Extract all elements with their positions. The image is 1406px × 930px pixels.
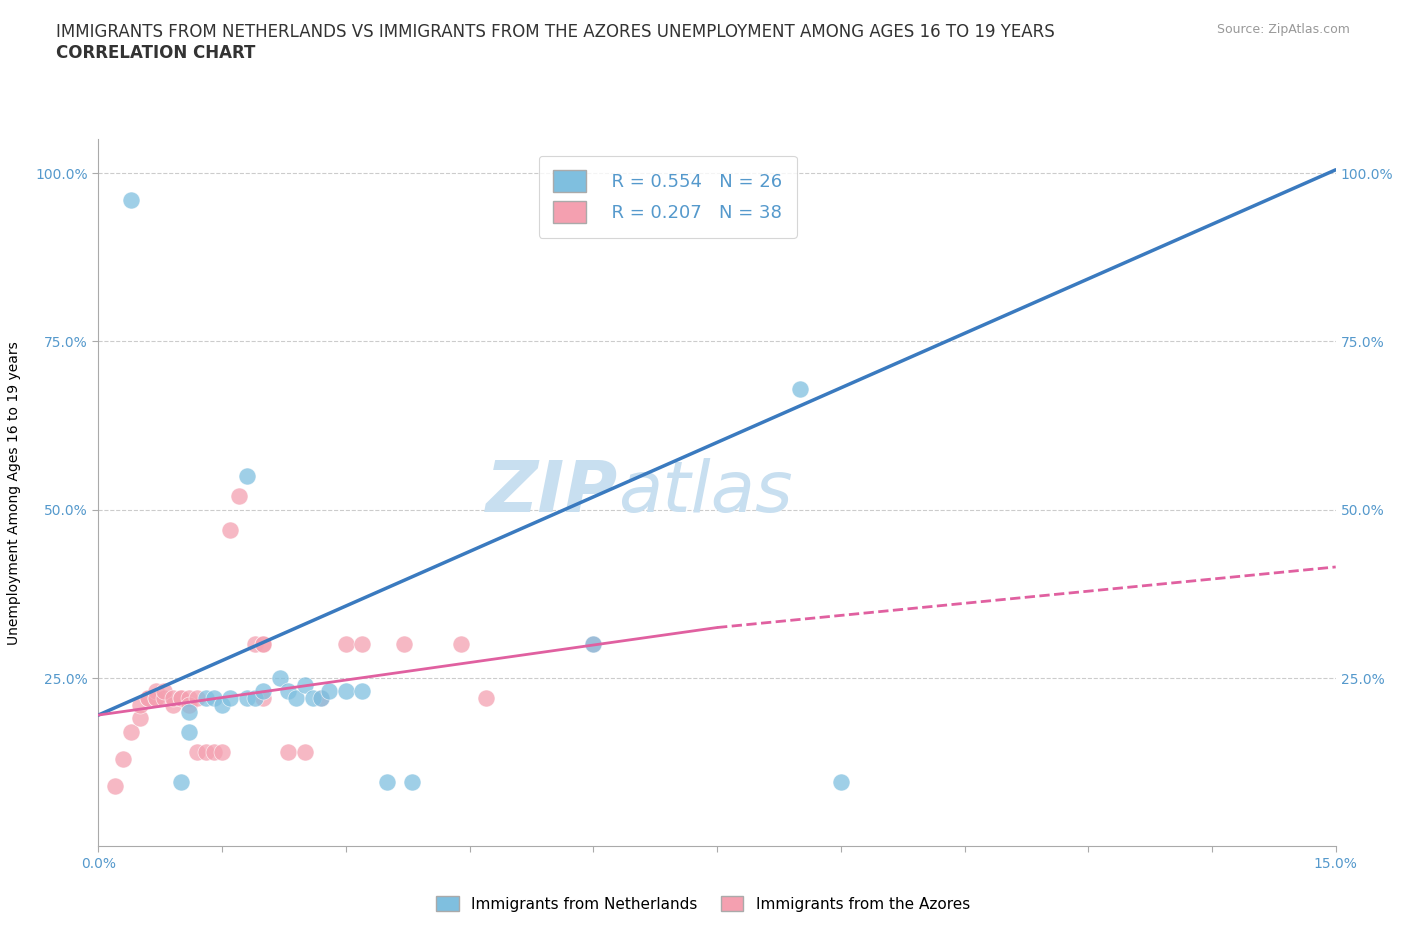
Y-axis label: Unemployment Among Ages 16 to 19 years: Unemployment Among Ages 16 to 19 years xyxy=(7,341,21,644)
Text: ZIP: ZIP xyxy=(486,458,619,527)
Point xyxy=(202,745,225,760)
Point xyxy=(450,637,472,652)
Text: CORRELATION CHART: CORRELATION CHART xyxy=(56,44,256,61)
Point xyxy=(112,751,135,766)
Point xyxy=(136,691,159,706)
Point xyxy=(128,698,150,712)
Point xyxy=(211,698,233,712)
Point xyxy=(830,775,852,790)
Point xyxy=(153,691,176,706)
Point xyxy=(194,691,217,706)
Point xyxy=(145,691,167,706)
Point xyxy=(582,637,605,652)
Point xyxy=(375,775,398,790)
Point xyxy=(789,381,811,396)
Point xyxy=(170,691,193,706)
Point xyxy=(475,691,498,706)
Point xyxy=(309,691,332,706)
Point xyxy=(302,691,325,706)
Point xyxy=(277,745,299,760)
Point xyxy=(186,745,208,760)
Point xyxy=(309,691,332,706)
Point xyxy=(162,698,184,712)
Point xyxy=(170,691,193,706)
Point xyxy=(335,637,357,652)
Point xyxy=(294,677,316,692)
Point xyxy=(219,523,242,538)
Point xyxy=(228,489,250,504)
Text: atlas: atlas xyxy=(619,458,793,527)
Legend: Immigrants from Netherlands, Immigrants from the Azores: Immigrants from Netherlands, Immigrants … xyxy=(430,889,976,918)
Point xyxy=(162,691,184,706)
Point xyxy=(202,691,225,706)
Point xyxy=(179,724,201,739)
Point xyxy=(170,775,193,790)
Point xyxy=(179,698,201,712)
Point xyxy=(243,691,266,706)
Point xyxy=(236,469,259,484)
Point xyxy=(285,691,308,706)
Point xyxy=(104,778,127,793)
Point xyxy=(401,775,423,790)
Point xyxy=(145,691,167,706)
Point xyxy=(582,637,605,652)
Point xyxy=(252,691,274,706)
Point xyxy=(352,637,374,652)
Point xyxy=(120,193,142,207)
Point xyxy=(352,684,374,699)
Point xyxy=(194,745,217,760)
Point xyxy=(243,637,266,652)
Point xyxy=(277,684,299,699)
Legend:   R = 0.554   N = 26,   R = 0.207   N = 38: R = 0.554 N = 26, R = 0.207 N = 38 xyxy=(538,155,797,237)
Point xyxy=(179,704,201,719)
Point xyxy=(186,691,208,706)
Point xyxy=(318,684,340,699)
Point xyxy=(252,637,274,652)
Point xyxy=(252,684,274,699)
Point xyxy=(219,691,242,706)
Point xyxy=(153,684,176,699)
Point xyxy=(392,637,415,652)
Point xyxy=(335,684,357,699)
Point xyxy=(136,691,159,706)
Point xyxy=(145,684,167,699)
Point xyxy=(252,637,274,652)
Point xyxy=(294,745,316,760)
Point xyxy=(179,691,201,706)
Text: Source: ZipAtlas.com: Source: ZipAtlas.com xyxy=(1216,23,1350,36)
Point xyxy=(128,711,150,725)
Point xyxy=(269,671,291,685)
Point xyxy=(120,724,142,739)
Text: IMMIGRANTS FROM NETHERLANDS VS IMMIGRANTS FROM THE AZORES UNEMPLOYMENT AMONG AGE: IMMIGRANTS FROM NETHERLANDS VS IMMIGRANT… xyxy=(56,23,1054,41)
Point xyxy=(236,691,259,706)
Point xyxy=(211,745,233,760)
